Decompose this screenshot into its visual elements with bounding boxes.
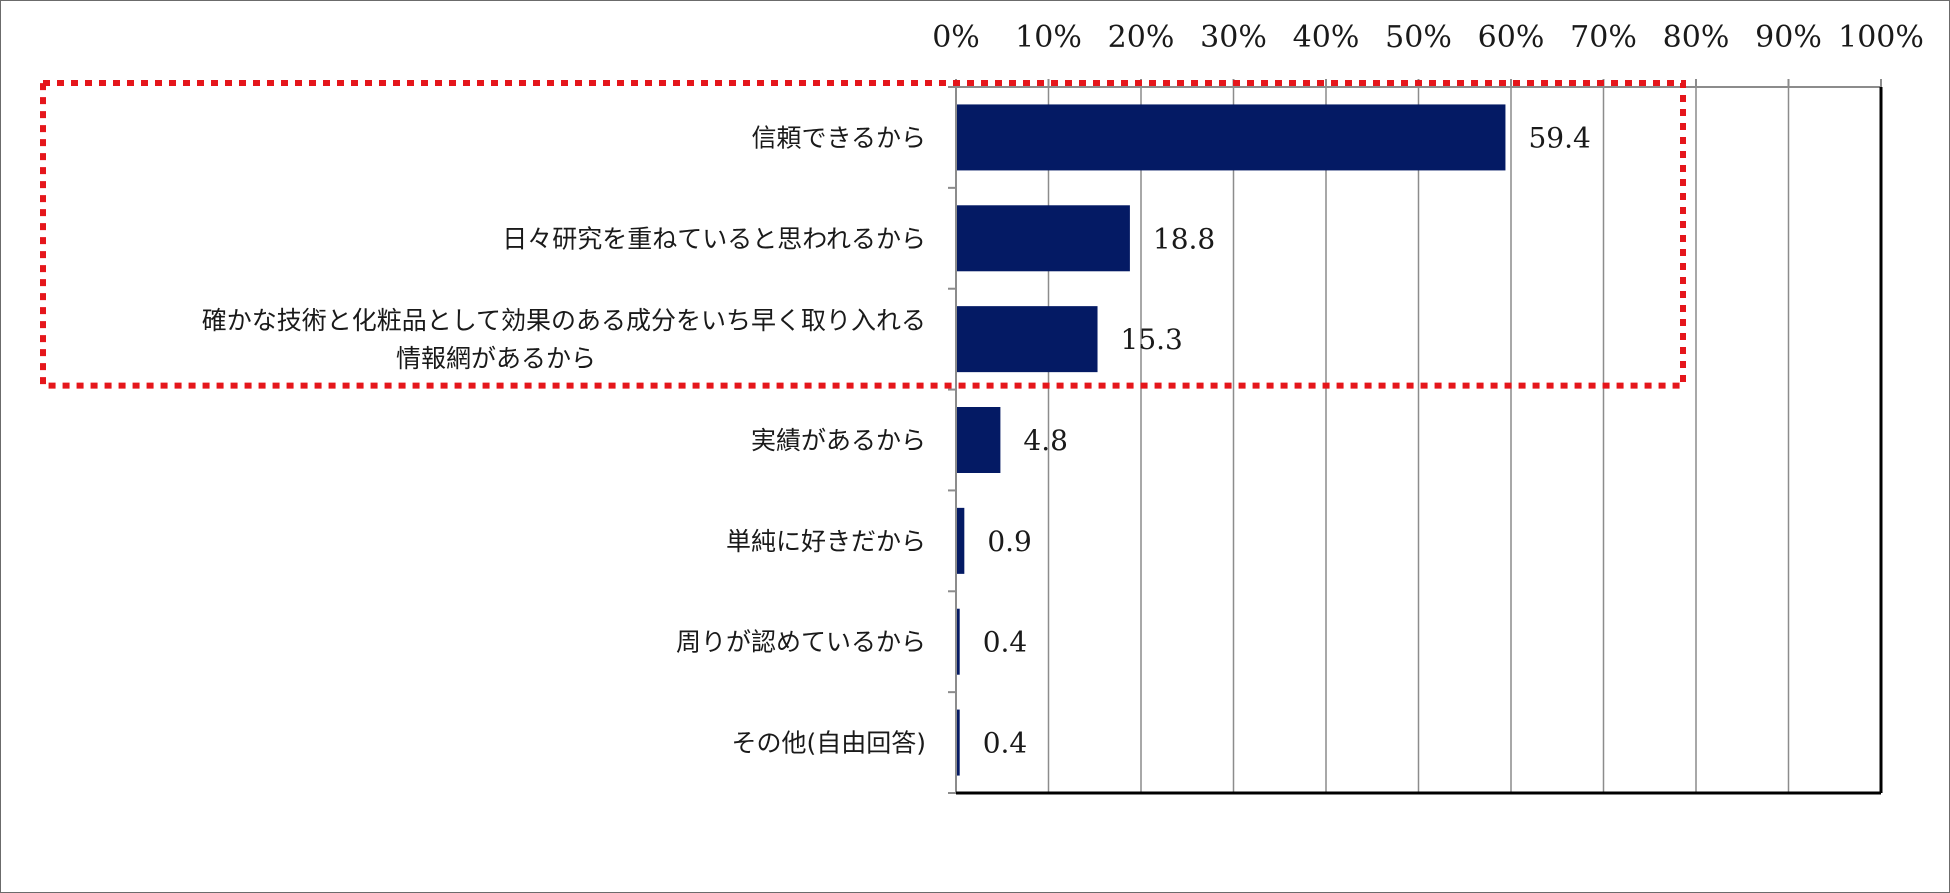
x-tick-label: 0%: [932, 20, 980, 55]
highlight-box: [40, 80, 1686, 389]
gridlines: [1047, 87, 1790, 793]
highlight-group: [40, 80, 1686, 389]
category-labels: 信頼できるから日々研究を重ねていると思われるから確かな技術と化粧品として効果のあ…: [202, 123, 926, 757]
category-label: 情報網があるから: [396, 344, 596, 373]
x-tick-label: 90%: [1755, 20, 1822, 55]
value-label: 18.8: [1153, 222, 1215, 255]
value-label: 0.9: [987, 525, 1032, 558]
value-labels: 59.4 18.8 15.3 4.8 0.9 0.4 0.4: [983, 121, 1591, 759]
category-label: 確かな技術と化粧品として効果のある成分をいち早く取り入れる: [202, 306, 926, 335]
x-tick-label: 40%: [1293, 20, 1360, 55]
value-label: 0.4: [983, 727, 1028, 760]
category-label: 実績があるから: [751, 426, 926, 455]
category-label: 単純に好きだから: [726, 527, 926, 556]
x-tick-label: 70%: [1570, 20, 1637, 55]
x-tick-label: 30%: [1200, 20, 1267, 55]
x-tick-label: 10%: [1015, 20, 1082, 55]
category-label: その他(自由回答): [731, 729, 926, 758]
x-tick-label: 50%: [1385, 20, 1452, 55]
axes: [948, 79, 1883, 795]
value-label: 15.3: [1121, 323, 1183, 356]
bars: [956, 104, 1506, 776]
category-label: 信頼できるから: [751, 123, 926, 152]
bar: [956, 407, 1001, 473]
bar: [956, 608, 960, 675]
x-tick-labels: 0% 10% 20% 30% 40% 50% 60% 70% 80% 90% 100%: [932, 20, 1924, 55]
x-tick-label: 20%: [1108, 20, 1175, 55]
bar: [956, 104, 1506, 171]
bar: [956, 205, 1130, 272]
value-label: 4.8: [1023, 424, 1068, 457]
x-tick-label: 100%: [1838, 20, 1924, 55]
bar: [956, 306, 1098, 373]
bar: [956, 507, 965, 574]
bar: [956, 709, 960, 776]
category-label: 周りが認めているから: [676, 628, 926, 657]
x-tick-label: 80%: [1663, 20, 1730, 55]
value-label: 59.4: [1528, 121, 1590, 154]
value-label: 0.4: [983, 626, 1028, 659]
category-label: 日々研究を重ねていると思われるから: [502, 224, 926, 253]
x-tick-label: 60%: [1478, 20, 1545, 55]
